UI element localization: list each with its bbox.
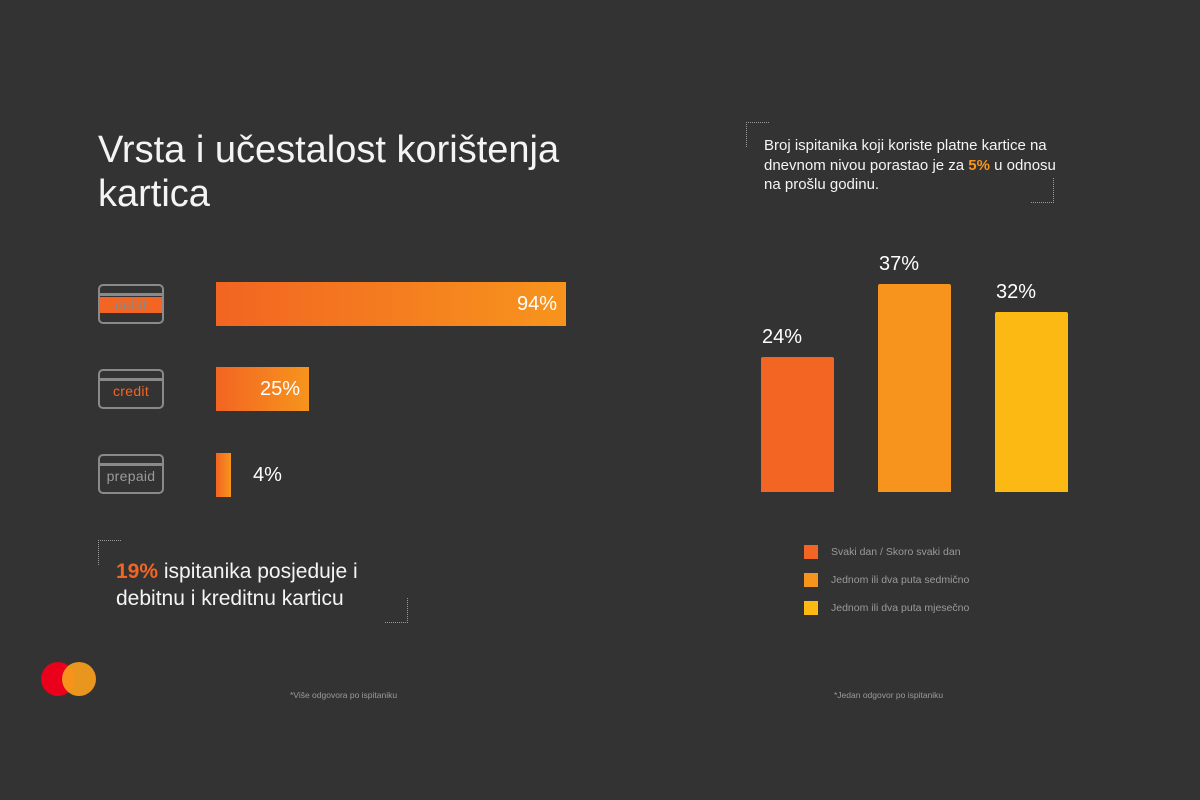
prepaid-card-label: prepaid [106,468,156,484]
card-stripe [100,378,162,381]
credit-card-icon: credit [98,369,164,409]
daily-usage-stat: Broj ispitanika koji koriste platne kart… [764,136,1064,195]
footnote-left: *Više odgovora po ispitaniku [290,690,398,700]
stat-highlight: 19% [116,560,159,583]
legend-label-weekly: Jednom ili dva puta sedmično [831,574,970,586]
stat-text: ispitanika posjeduje i debitnu i kreditn… [116,560,358,610]
bar-prepaid [216,453,231,497]
bar-label-prepaid: 4% [253,464,282,486]
page-title: Vrsta i učestalost korištenja kartica [98,129,560,215]
bar-label-daily: 24% [762,326,803,348]
card-stripe [100,293,162,296]
bar-label-weekly: 37% [879,253,920,275]
daily-usage-text-after: u odnosu na prošlu godinu. [764,156,1056,194]
bar-label-credit: 25% [259,378,300,400]
bar-label-debit: 94% [516,293,557,315]
card-stripe [100,463,162,466]
prepaid-card-icon: prepaid [98,454,164,494]
bar-monthly [995,312,1068,492]
debit-card-icon: debit [98,284,164,324]
daily-usage-text-before: Broj ispitanika koji koriste platne kart… [764,137,1047,174]
dotted-corner-bottom-right-right [1031,178,1054,203]
bar-weekly [878,284,951,492]
legend-swatch-weekly [804,573,818,587]
shared-cards-stat: 19% ispitanika posjeduje i debitnu i kre… [116,558,416,612]
footnote-right: *Jedan odgovor po ispitaniku [834,690,944,700]
dotted-corner-top-left-right [746,122,769,147]
legend-swatch-monthly [804,601,818,615]
dotted-corner-top-left [98,540,121,565]
bar-credit [216,367,309,411]
debit-card-label: debit [100,297,162,313]
daily-usage-highlight: 5% [968,156,990,174]
legend-swatch-daily [804,545,818,559]
credit-card-label: credit [112,383,150,399]
bar-label-monthly: 32% [996,281,1037,303]
bar-debit [216,282,566,326]
logo-orange-circle [62,662,96,696]
bar-daily [761,357,834,492]
legend-label-monthly: Jednom ili dva puta mjesečno [831,602,970,614]
dotted-corner-bottom-right [385,598,408,623]
legend-label-daily: Svaki dan / Skoro svaki dan [831,546,961,558]
